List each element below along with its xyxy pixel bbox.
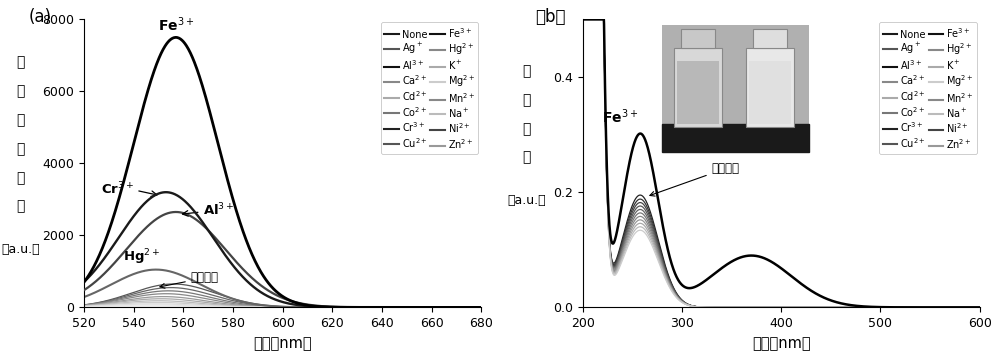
X-axis label: 波长（nm）: 波长（nm）	[752, 336, 810, 351]
Text: 其他离子: 其他离子	[650, 162, 740, 196]
Text: 收: 收	[523, 93, 531, 107]
Text: 发: 发	[16, 113, 25, 127]
Text: 荧: 荧	[16, 56, 25, 70]
Text: 射: 射	[16, 142, 25, 156]
Text: Fe$^{3+}$: Fe$^{3+}$	[602, 107, 638, 126]
Text: 强: 强	[523, 122, 531, 136]
Text: 其他离子: 其他离子	[160, 271, 219, 288]
Text: Al$^{3+}$: Al$^{3+}$	[203, 202, 235, 219]
Text: 度: 度	[523, 151, 531, 165]
Text: （b）: （b）	[535, 8, 565, 26]
Text: 度: 度	[16, 200, 25, 214]
Text: （a.u.）: （a.u.）	[1, 243, 40, 256]
Text: 吸: 吸	[523, 64, 531, 78]
Text: (a): (a)	[28, 8, 51, 26]
Text: Hg$^{2+}$: Hg$^{2+}$	[123, 247, 160, 267]
Y-axis label: 荧光发射强度（a.u.）: 荧光发射强度（a.u.）	[35, 159, 37, 168]
Legend: None, Ag$^+$, Al$^{3+}$, Ca$^{2+}$, Cd$^{2+}$, Co$^{2+}$, Cr$^{3+}$, Cu$^{2+}$, : None, Ag$^+$, Al$^{3+}$, Ca$^{2+}$, Cd$^…	[381, 22, 478, 154]
X-axis label: 波长（nm）: 波长（nm）	[253, 336, 312, 351]
Legend: None, Ag$^+$, Al$^{3+}$, Ca$^{2+}$, Cd$^{2+}$, Co$^{2+}$, Cr$^{3+}$, Cu$^{2+}$, : None, Ag$^+$, Al$^{3+}$, Ca$^{2+}$, Cd$^…	[879, 22, 977, 154]
Text: Cr$^{3+}$: Cr$^{3+}$	[101, 180, 134, 197]
Text: Fe$^{3+}$: Fe$^{3+}$	[158, 15, 194, 34]
Text: 光: 光	[16, 84, 25, 98]
Text: （a.u.）: （a.u.）	[508, 194, 546, 208]
Text: 强: 强	[16, 171, 25, 185]
